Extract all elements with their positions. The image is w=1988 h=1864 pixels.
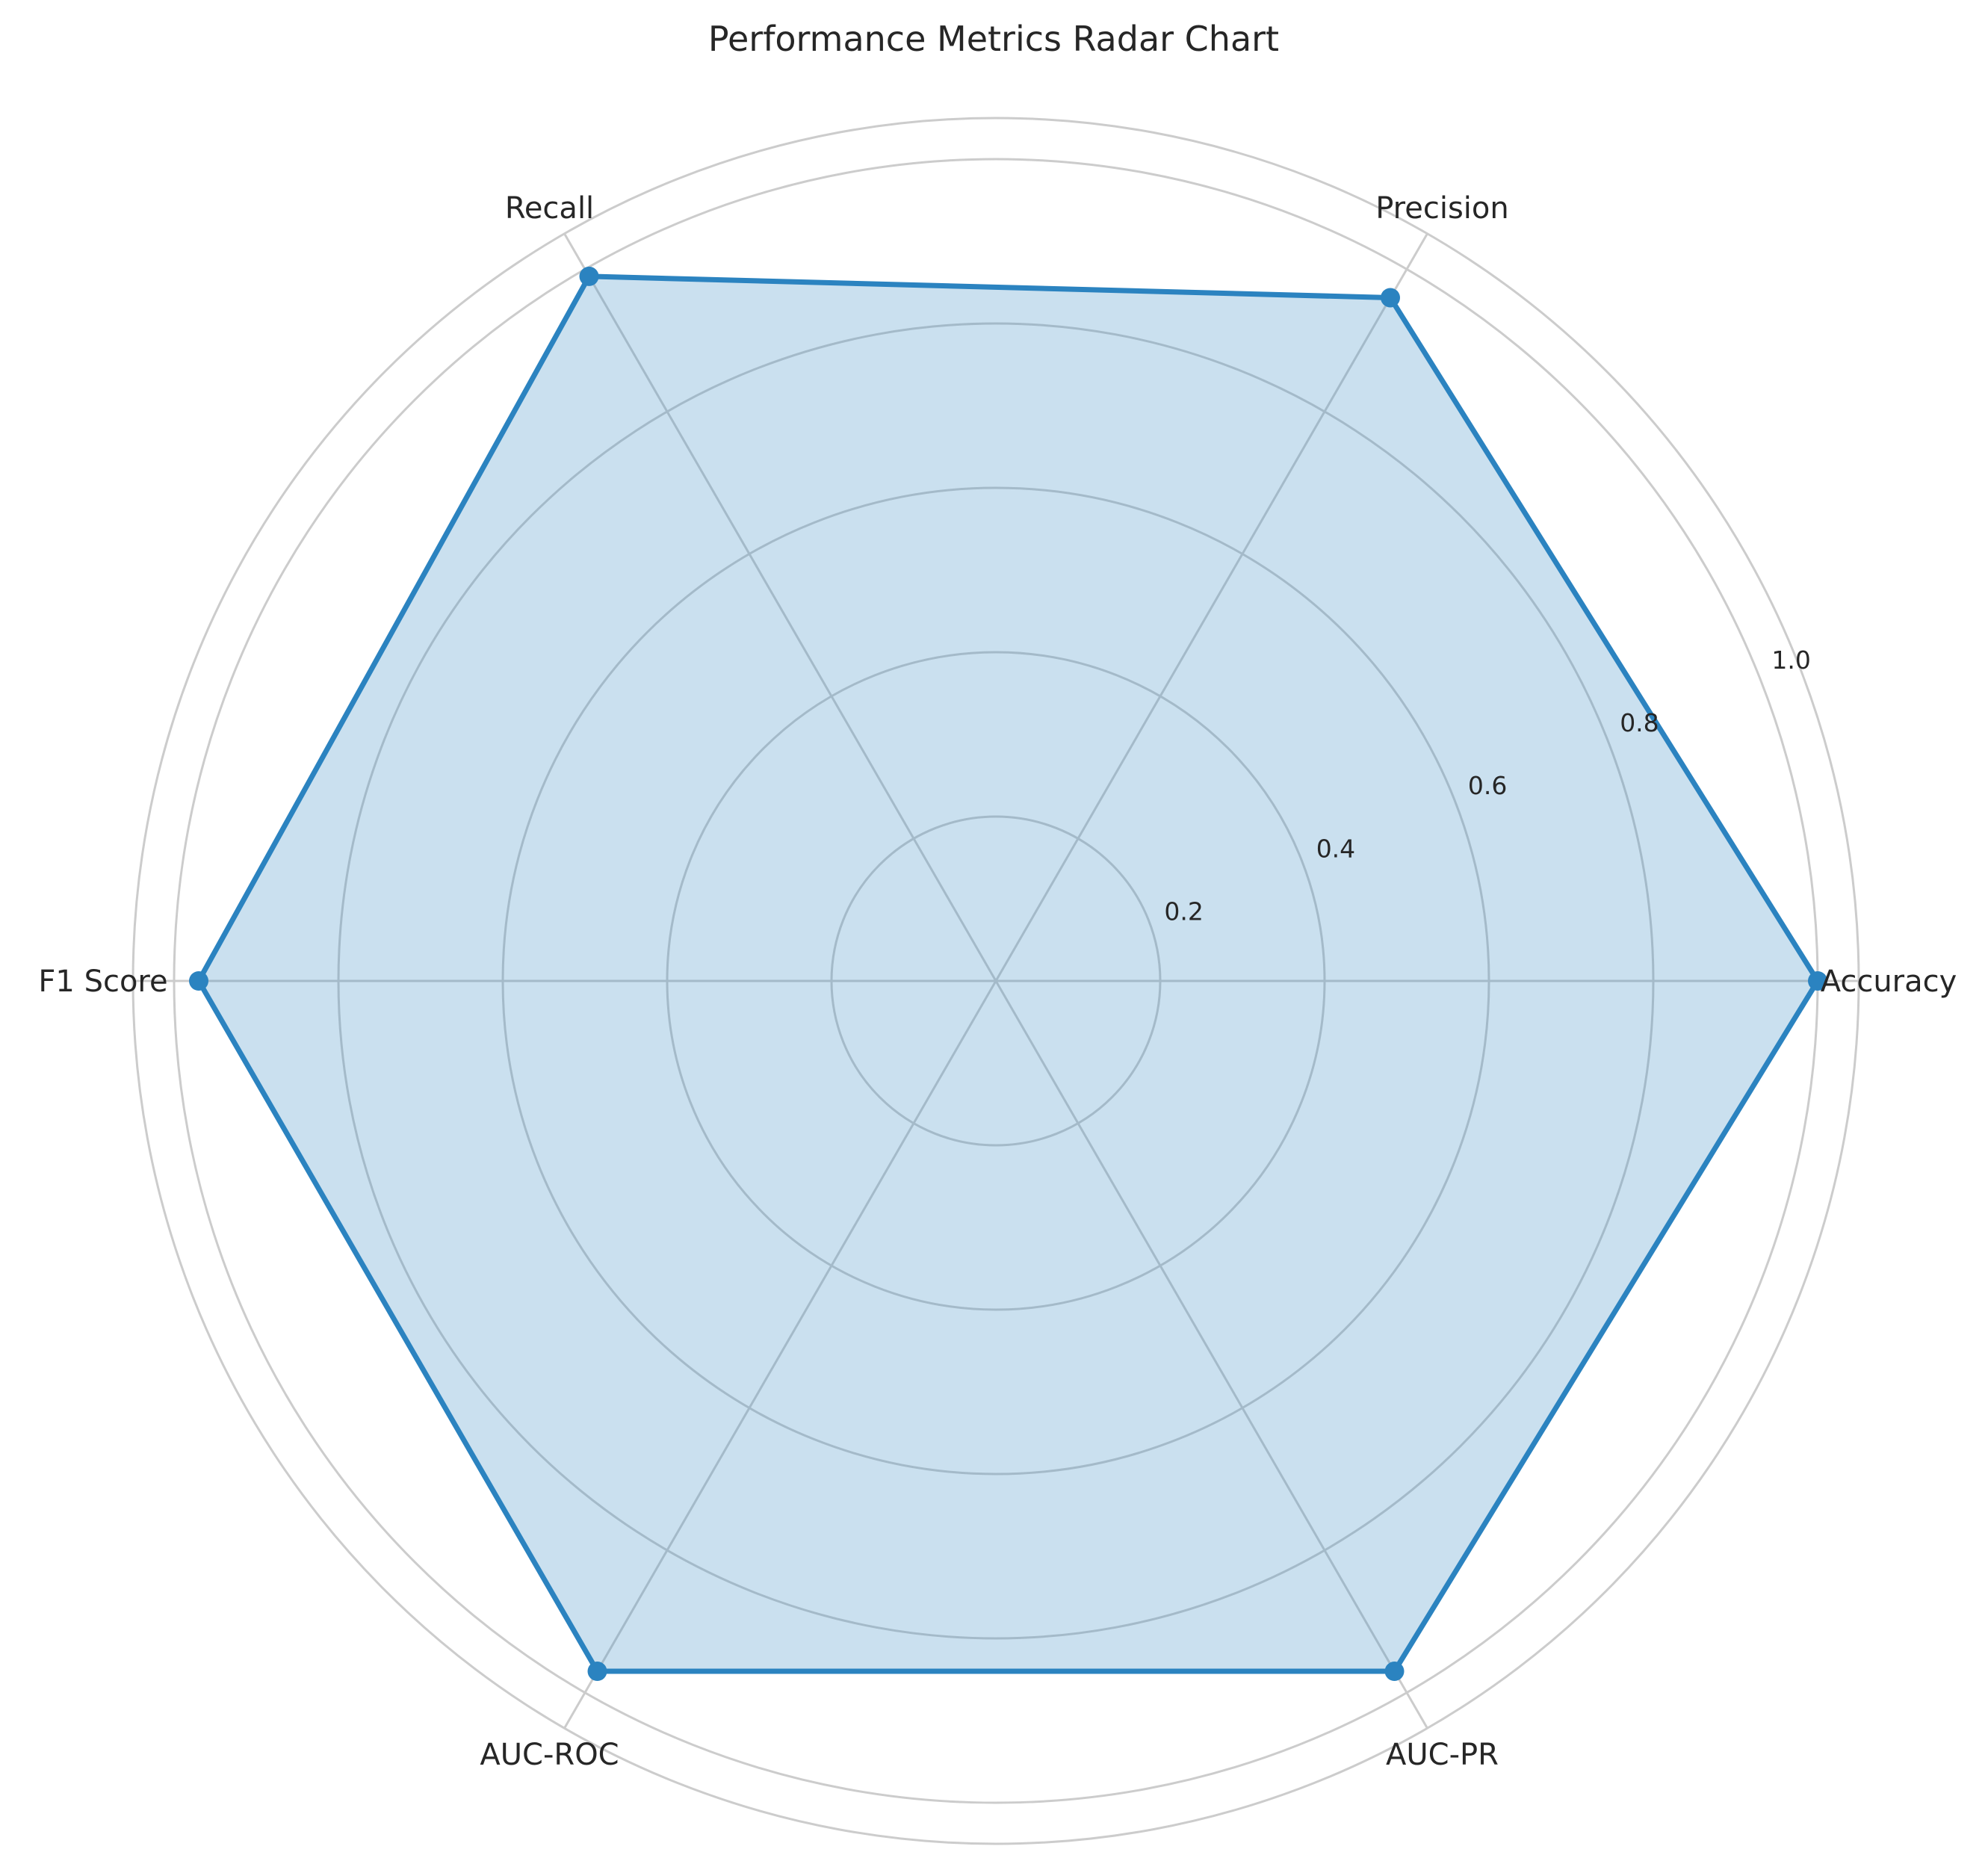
category-label-5: AUC-PR [1386, 1738, 1499, 1772]
data-point-3 [189, 971, 208, 991]
spoke-2 [563, 232, 997, 982]
r-tick-label-4: 1.0 [1771, 645, 1810, 675]
r-tick-label-3: 0.8 [1620, 708, 1659, 737]
category-label-3: F1 Score [38, 964, 167, 999]
data-point-1 [1381, 288, 1400, 308]
data-point-2 [579, 266, 599, 286]
label-layer: Accuracy Precision Recall F1 Score AUC-ROC AU… [38, 191, 1957, 1772]
r-tick-label-2: 0.6 [1468, 771, 1507, 800]
category-label-4: AUC-ROC [480, 1738, 619, 1772]
r-tick-label-0: 0.2 [1164, 897, 1203, 926]
data-point-0 [1808, 971, 1827, 991]
series-area [199, 276, 1818, 1671]
category-label-2: Recall [505, 191, 594, 226]
grid-layer [131, 117, 1860, 1845]
data-layer [189, 266, 1827, 1682]
spoke-5 [994, 980, 1428, 1730]
spoke-1 [994, 232, 1428, 982]
category-label-1: Precision [1375, 191, 1508, 226]
r-tick-label-1: 0.4 [1316, 834, 1355, 863]
data-point-5 [1384, 1662, 1405, 1682]
chart-title: Performance Metrics Radar Chart [708, 19, 1279, 59]
spoke-4 [563, 980, 997, 1730]
category-label-0: Accuracy [1821, 964, 1957, 999]
data-point-4 [587, 1662, 607, 1682]
